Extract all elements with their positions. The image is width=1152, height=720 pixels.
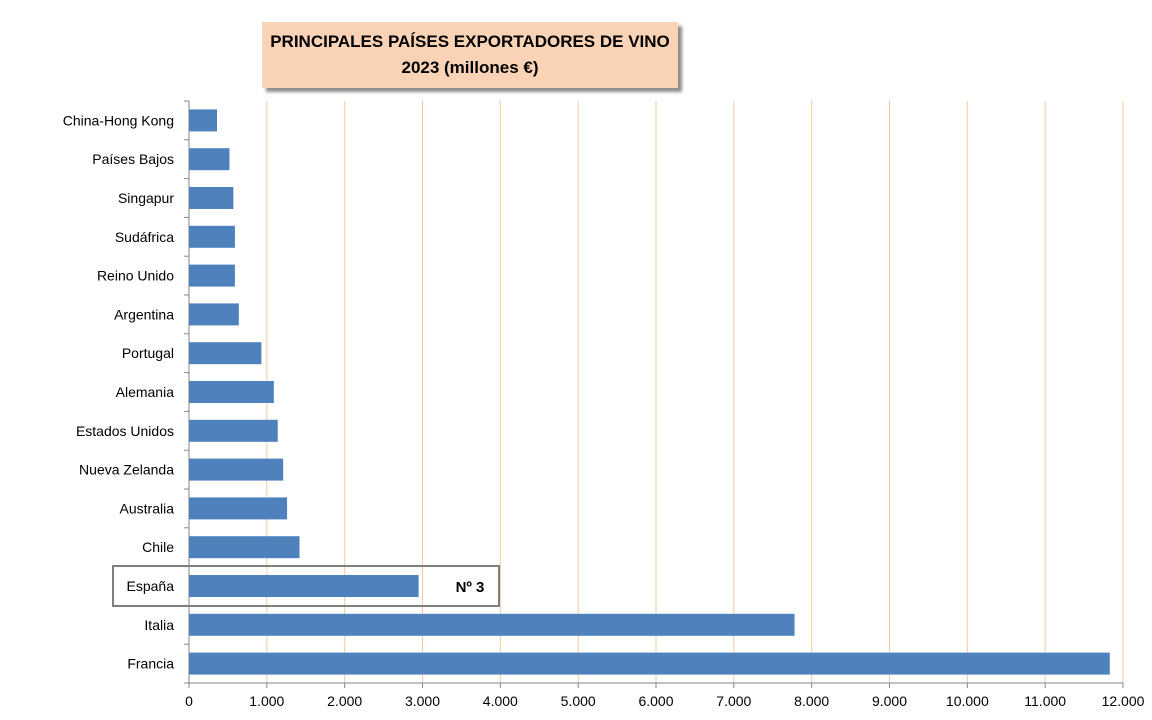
bar: [189, 342, 262, 365]
chart-title: PRINCIPALES PAÍSES EXPORTADORES DE VINO: [270, 32, 670, 51]
x-tick-label: 7.000: [716, 693, 751, 709]
x-tick-label: 10.000: [946, 693, 989, 709]
y-tick-label: Portugal: [122, 345, 174, 361]
bar: [189, 225, 235, 248]
highlight-box: [112, 565, 500, 607]
y-tick-label: China-Hong Kong: [63, 112, 174, 128]
y-tick-label: Italia: [144, 617, 174, 633]
x-tick-label: 12.000: [1102, 693, 1145, 709]
y-tick-label: Alemania: [116, 384, 175, 400]
x-tick-label: 4.000: [483, 693, 518, 709]
bar: [189, 381, 274, 403]
bar: [189, 575, 419, 597]
bar: [189, 303, 239, 326]
y-tick-label: Francia: [127, 656, 174, 672]
x-tick-label: 2.000: [327, 693, 362, 709]
y-tick-label: Singapur: [118, 190, 174, 206]
x-tick-label: 0: [185, 693, 193, 709]
x-tick-label: 1.000: [249, 693, 284, 709]
y-tick-label: Países Bajos: [92, 151, 174, 167]
bar: [189, 148, 230, 171]
bar: [189, 613, 795, 636]
bar: [189, 109, 218, 132]
bar: [189, 264, 235, 287]
y-tick-label: Argentina: [114, 306, 174, 322]
y-tick-label: España: [127, 578, 175, 594]
y-tick-label: Estados Unidos: [76, 423, 174, 439]
x-tick-label: 11.000: [1024, 693, 1066, 709]
x-tick-label: 5.000: [561, 693, 596, 709]
bar: [189, 419, 278, 442]
bar: [189, 187, 234, 209]
bar: [189, 536, 300, 559]
chart-title-box: PRINCIPALES PAÍSES EXPORTADORES DE VINO …: [262, 22, 678, 88]
y-tick-label: Nueva Zelanda: [79, 462, 174, 478]
bar: [189, 497, 288, 520]
chart-subtitle: 2023 (millones €): [401, 58, 539, 77]
x-tick-label: 9.000: [872, 693, 907, 709]
x-tick-label: 3.000: [405, 693, 440, 709]
y-tick-label: Sudáfrica: [115, 229, 174, 245]
y-tick-label: Chile: [142, 539, 174, 555]
bar: [189, 458, 284, 481]
y-tick-label: Reino Unido: [97, 268, 174, 284]
y-tick-label: Australia: [120, 500, 175, 516]
bar: [189, 652, 1110, 675]
highlight-label: Nº 3: [456, 579, 485, 596]
x-tick-label: 8.000: [794, 693, 829, 709]
x-tick-label: 6.000: [638, 693, 673, 709]
